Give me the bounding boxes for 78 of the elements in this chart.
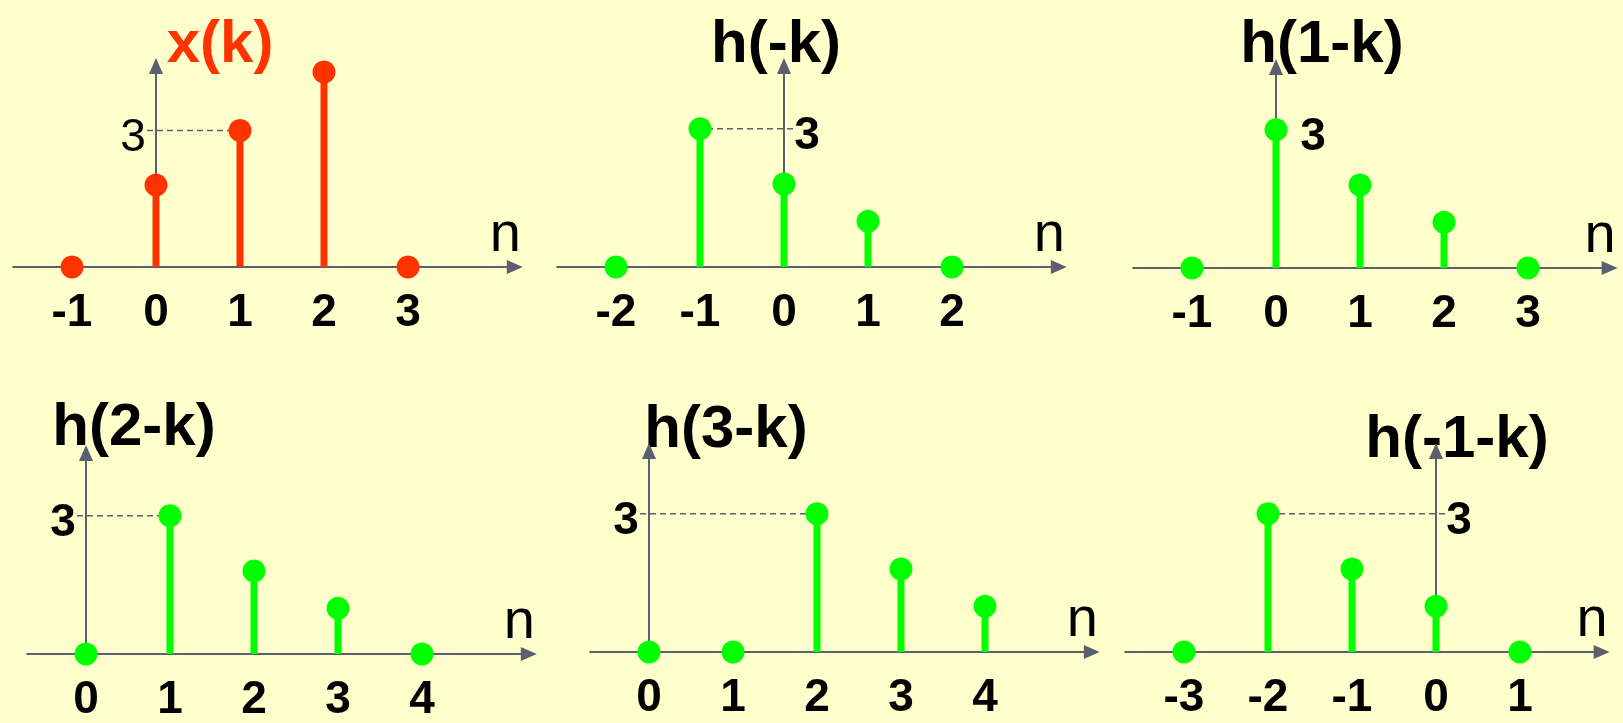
x-tick-label: 1 xyxy=(855,284,881,336)
point xyxy=(940,255,964,279)
chart-title: h(1-k) xyxy=(1240,7,1404,75)
point xyxy=(1264,118,1288,142)
point xyxy=(1340,557,1364,581)
x-tick-label: 1 xyxy=(720,669,746,721)
point xyxy=(856,209,880,233)
point xyxy=(144,173,168,197)
point xyxy=(1424,594,1448,618)
point xyxy=(60,255,84,279)
x-tick-label: 4 xyxy=(972,669,999,721)
point xyxy=(1508,640,1532,664)
x-tick-label: 3 xyxy=(1515,285,1541,337)
point xyxy=(721,640,745,664)
x-tick-label: 1 xyxy=(1507,669,1533,721)
x-axis-title: n xyxy=(1066,584,1098,648)
point xyxy=(1172,640,1196,664)
point xyxy=(1516,256,1540,280)
x-tick-label: 0 xyxy=(73,671,99,723)
x-tick-label: 2 xyxy=(241,671,267,723)
x-tick-label: 4 xyxy=(409,671,436,723)
point xyxy=(158,504,182,528)
point xyxy=(326,596,350,620)
point xyxy=(74,642,98,666)
x-tick-label: 2 xyxy=(804,669,830,721)
annotation: 3 xyxy=(794,106,820,159)
x-axis-title: n xyxy=(503,586,535,650)
chart-title: h(-1-k) xyxy=(1365,402,1549,470)
x-tick-label: 0 xyxy=(636,669,662,721)
point xyxy=(1256,502,1280,526)
x-tick-label: 0 xyxy=(143,284,169,336)
chart-title: x(k) xyxy=(166,7,274,75)
x-tick-label: 1 xyxy=(227,284,253,336)
x-tick-label: 0 xyxy=(771,284,797,336)
x-tick-label: -1 xyxy=(51,284,93,336)
point xyxy=(1348,173,1372,197)
chart-title: h(3-k) xyxy=(644,392,808,460)
x-tick-label: 1 xyxy=(157,671,183,723)
point xyxy=(805,502,829,526)
point xyxy=(604,255,628,279)
point xyxy=(228,119,252,142)
x-tick-label: 0 xyxy=(1263,285,1289,337)
point xyxy=(312,60,336,84)
point xyxy=(410,642,434,666)
x-tick-label: 2 xyxy=(1431,285,1457,337)
x-tick-label: -2 xyxy=(595,284,637,336)
x-axis-title: n xyxy=(489,199,521,263)
point xyxy=(637,640,661,664)
annotation: 3 xyxy=(50,493,76,546)
x-tick-label: 1 xyxy=(1347,285,1373,337)
x-tick-label: -1 xyxy=(1331,669,1373,721)
x-tick-label: -3 xyxy=(1163,669,1205,721)
point xyxy=(1180,256,1204,280)
point xyxy=(889,557,913,581)
x-tick-label: 3 xyxy=(395,284,421,336)
x-tick-label: -1 xyxy=(1171,285,1213,337)
point xyxy=(396,255,420,279)
x-tick-label: 3 xyxy=(325,671,351,723)
x-tick-label: -2 xyxy=(1247,669,1289,721)
x-tick-label: 3 xyxy=(888,669,914,721)
chart-title: h(-k) xyxy=(711,7,841,75)
chart-title: h(2-k) xyxy=(52,390,216,458)
x-axis-title: n xyxy=(1033,199,1065,263)
point xyxy=(772,172,796,196)
point xyxy=(688,117,712,141)
annotation: 3 xyxy=(1300,107,1326,160)
point xyxy=(1432,210,1456,234)
x-tick-label: 2 xyxy=(311,284,337,336)
x-tick-label: 0 xyxy=(1423,669,1449,721)
x-tick-label: 2 xyxy=(939,284,965,336)
annotation: 3 xyxy=(613,491,639,544)
annotation: 3 xyxy=(120,108,146,161)
x-axis-title: n xyxy=(1584,200,1616,264)
x-tick-label: -1 xyxy=(679,284,721,336)
annotation: 3 xyxy=(1446,491,1472,544)
x-axis-title: n xyxy=(1576,584,1608,648)
point xyxy=(973,594,997,618)
point xyxy=(242,559,266,583)
